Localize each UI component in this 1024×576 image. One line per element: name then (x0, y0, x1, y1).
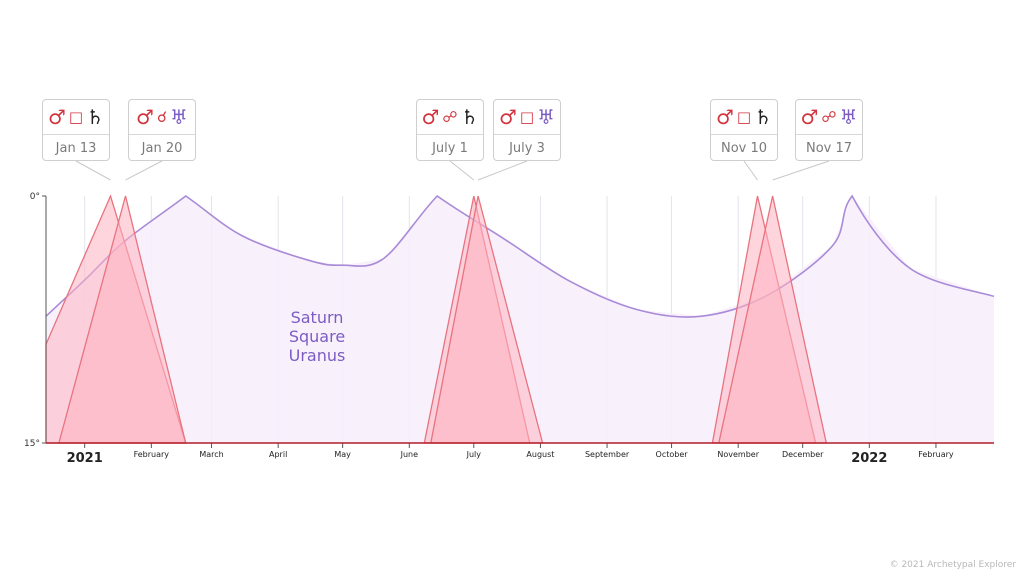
x-month-label: February (918, 450, 954, 459)
callout-connector (449, 160, 475, 181)
aspect-glyphs: ♂ ☌ ♅ (129, 100, 195, 134)
copyright-footer: © 2021 Archetypal Explorer (889, 560, 1016, 570)
conjunction-icon: ☌ (156, 107, 168, 126)
event-date: Jan 20 (129, 134, 195, 162)
mars-icon: ♂ (800, 105, 819, 129)
y-tick-label: 15° (24, 439, 40, 449)
x-year-label: 2022 (851, 451, 887, 466)
square-icon: □ (519, 107, 535, 126)
square-icon: □ (68, 107, 84, 126)
event-callout: ♂ ☌ ♅ Jan 20 (128, 99, 196, 161)
x-month-label: April (269, 450, 287, 459)
mars-icon: ♂ (498, 105, 517, 129)
saturn-icon: ♄ (86, 105, 105, 129)
uranus-icon: ♅ (537, 105, 556, 129)
x-month-label: May (334, 450, 351, 459)
event-callout: ♂ □ ♄ Jan 13 (42, 99, 110, 161)
opposition-icon: ☍ (821, 107, 837, 126)
uranus-icon: ♅ (839, 105, 858, 129)
mars-icon: ♂ (136, 105, 154, 129)
y-tick-label: 0° (30, 192, 40, 202)
event-callout: ♂ □ ♅ July 3 (493, 99, 561, 161)
aspect-glyphs: ♂ ☍ ♅ (796, 100, 862, 134)
x-month-label: July (466, 450, 482, 459)
aspect-glyphs: ♂ □ ♄ (43, 100, 109, 134)
saturn-square-uranus-label: Saturn Square Uranus (288, 308, 346, 365)
saturn-icon: ♄ (754, 105, 773, 129)
aspect-glyphs: ♂ □ ♄ (711, 100, 777, 134)
x-month-label: June (400, 450, 419, 459)
event-date: July 3 (494, 134, 560, 162)
callout-connector (75, 160, 111, 181)
x-month-label: August (526, 450, 554, 459)
x-month-label: September (585, 450, 630, 459)
connector-layer (75, 160, 830, 181)
callout-connector (125, 160, 163, 181)
event-date: Nov 17 (796, 134, 862, 162)
x-month-label: February (134, 450, 170, 459)
series-layer (45, 194, 995, 444)
mars-icon: ♂ (715, 105, 734, 129)
saturn-icon: ♄ (460, 105, 479, 129)
mars-icon: ♂ (421, 105, 440, 129)
event-date: July 1 (417, 134, 483, 162)
x-month-label: November (717, 450, 759, 459)
x-month-label: March (199, 450, 223, 459)
x-year-label: 2021 (67, 451, 103, 466)
uranus-icon: ♅ (170, 105, 188, 129)
aspect-glyphs: ♂ □ ♅ (494, 100, 560, 134)
callout-connector (477, 160, 528, 181)
axis-layer: 2021 February March April May June July August S… (24, 192, 994, 466)
event-callout: ♂ ☍ ♅ Nov 17 (795, 99, 863, 161)
callout-connector (743, 160, 758, 181)
event-callout: ♂ □ ♄ Nov 10 (710, 99, 778, 161)
saturn-uranus-line (45, 194, 995, 318)
mars-icon: ♂ (47, 105, 66, 129)
aspect-glyphs: ♂ ☍ ♄ (417, 100, 483, 134)
x-month-label: October (656, 450, 689, 459)
event-date: Nov 10 (711, 134, 777, 162)
event-callout: ♂ ☍ ♄ July 1 (416, 99, 484, 161)
x-month-label: December (782, 450, 824, 459)
event-date: Jan 13 (43, 134, 109, 162)
opposition-icon: ☍ (442, 107, 458, 126)
callout-connector (772, 160, 830, 181)
square-icon: □ (736, 107, 752, 126)
